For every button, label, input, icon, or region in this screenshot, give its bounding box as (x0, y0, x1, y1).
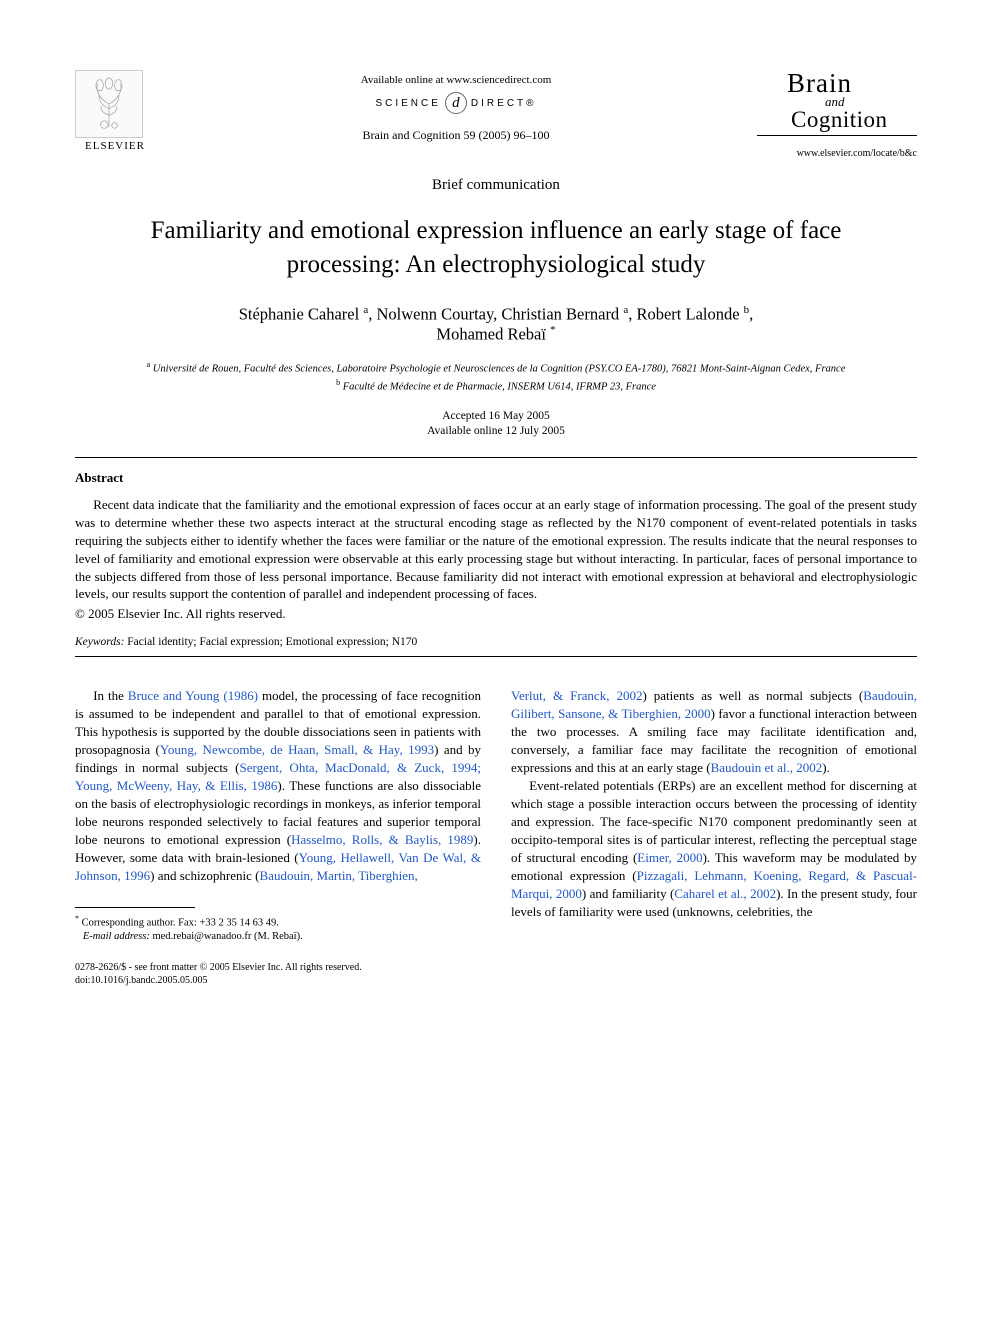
citation-link[interactable]: Bruce and Young (1986) (128, 688, 258, 703)
text-fragment: ) and familiarity ( (582, 886, 674, 901)
body-paragraph: Event-related potentials (ERPs) are an e… (511, 777, 917, 921)
publication-dates: Accepted 16 May 2005 Available online 12… (75, 409, 917, 439)
journal-url[interactable]: www.elsevier.com/locate/b&c (757, 148, 917, 159)
abstract-heading: Abstract (75, 470, 917, 486)
footnote-corr: Corresponding author. Fax: +33 2 35 14 6… (82, 917, 279, 928)
body-paragraph: Verlut, & Franck, 2002) patients as well… (511, 687, 917, 777)
journal-logo-cognition: Cognition (791, 108, 917, 131)
text-fragment: ) and schizophrenic ( (150, 868, 259, 883)
divider (75, 656, 917, 657)
footer-doi: doi:10.1016/j.bandc.2005.05.005 (75, 975, 208, 986)
keywords: Keywords: Facial identity; Facial expres… (75, 636, 917, 648)
citation-link[interactable]: Baudouin et al., 2002 (711, 760, 823, 775)
body-column-right: Verlut, & Franck, 2002) patients as well… (511, 687, 917, 986)
online-date: Available online 12 July 2005 (427, 425, 565, 437)
journal-reference: Brain and Cognition 59 (2005) 96–100 (155, 128, 757, 143)
article-type: Brief communication (75, 177, 917, 194)
article-title: Familiarity and emotional expression inf… (75, 214, 917, 282)
citation-link[interactable]: Eimer, 2000 (637, 850, 702, 865)
corresponding-author-footnote: * Corresponding author. Fax: +33 2 35 14… (75, 914, 481, 945)
author-rebai: Mohamed Rebaï (436, 325, 546, 344)
header-center: Available online at www.sciencedirect.co… (155, 70, 757, 143)
header: ELSEVIER Available online at www.science… (75, 70, 917, 159)
citation-link[interactable]: Young, Newcombe, de Haan, Small, & Hay, … (160, 742, 434, 757)
sd-right: DIRECT® (471, 98, 537, 109)
footer-block: 0278-2626/$ - see front matter © 2005 El… (75, 961, 481, 987)
text-fragment: ). (822, 760, 830, 775)
elsevier-logo: ELSEVIER (75, 70, 155, 152)
text-fragment: In the (93, 688, 128, 703)
keywords-label: Keywords: (75, 636, 124, 648)
sd-left: SCIENCE (375, 98, 440, 109)
footnote-email-label: E-mail address: (83, 931, 150, 942)
divider (75, 457, 917, 458)
elsevier-text: ELSEVIER (75, 140, 155, 152)
header-right: Brain and Cognition www.elsevier.com/loc… (757, 70, 917, 159)
keywords-text: Facial identity; Facial expression; Emot… (124, 636, 417, 648)
author-courtay: Nolwenn Courtay (376, 304, 493, 323)
body-paragraph: In the Bruce and Young (1986) model, the… (75, 687, 481, 884)
journal-logo: Brain and Cognition (757, 70, 917, 131)
author-bernard: Christian Bernard (501, 304, 619, 323)
affiliations: a Université de Rouen, Faculté des Scien… (75, 359, 917, 395)
footnote-separator (75, 907, 195, 908)
authors: Stéphanie Caharel a, Nolwenn Courtay, Ch… (75, 304, 917, 345)
accepted-date: Accepted 16 May 2005 (442, 410, 550, 422)
author-caharel: Stéphanie Caharel (239, 304, 360, 323)
body-column-left: In the Bruce and Young (1986) model, the… (75, 687, 481, 986)
footer-front-matter: 0278-2626/$ - see front matter © 2005 El… (75, 962, 362, 973)
abstract-copyright: © 2005 Elsevier Inc. All rights reserved… (75, 606, 917, 622)
citation-link[interactable]: Caharel et al., 2002 (674, 886, 776, 901)
affiliation-b: Faculté de Médecine et de Pharmacie, INS… (343, 381, 656, 392)
footnote-email[interactable]: med.rebai@wanadoo.fr (150, 931, 254, 942)
available-online-text: Available online at www.sciencedirect.co… (155, 74, 757, 86)
body-text: In the Bruce and Young (1986) model, the… (75, 687, 917, 986)
affiliation-a: Université de Rouen, Faculté des Science… (153, 363, 846, 374)
citation-link[interactable]: Baudouin, Martin, Tiberghien, (260, 868, 418, 883)
citation-link[interactable]: Hasselmo, Rolls, & Baylis, 1989 (291, 832, 473, 847)
sd-d-icon: d (445, 92, 467, 114)
footnote-email-who: (M. Rebaï). (254, 931, 303, 942)
elsevier-tree-icon (75, 70, 143, 138)
sciencedirect-logo: SCIENCE d DIRECT® (375, 92, 536, 114)
citation-link[interactable]: Verlut, & Franck, 2002 (511, 688, 642, 703)
abstract-text: Recent data indicate that the familiarit… (75, 496, 917, 604)
author-lalonde: Robert Lalonde (636, 304, 739, 323)
text-fragment: ) patients as well as normal subjects ( (642, 688, 863, 703)
